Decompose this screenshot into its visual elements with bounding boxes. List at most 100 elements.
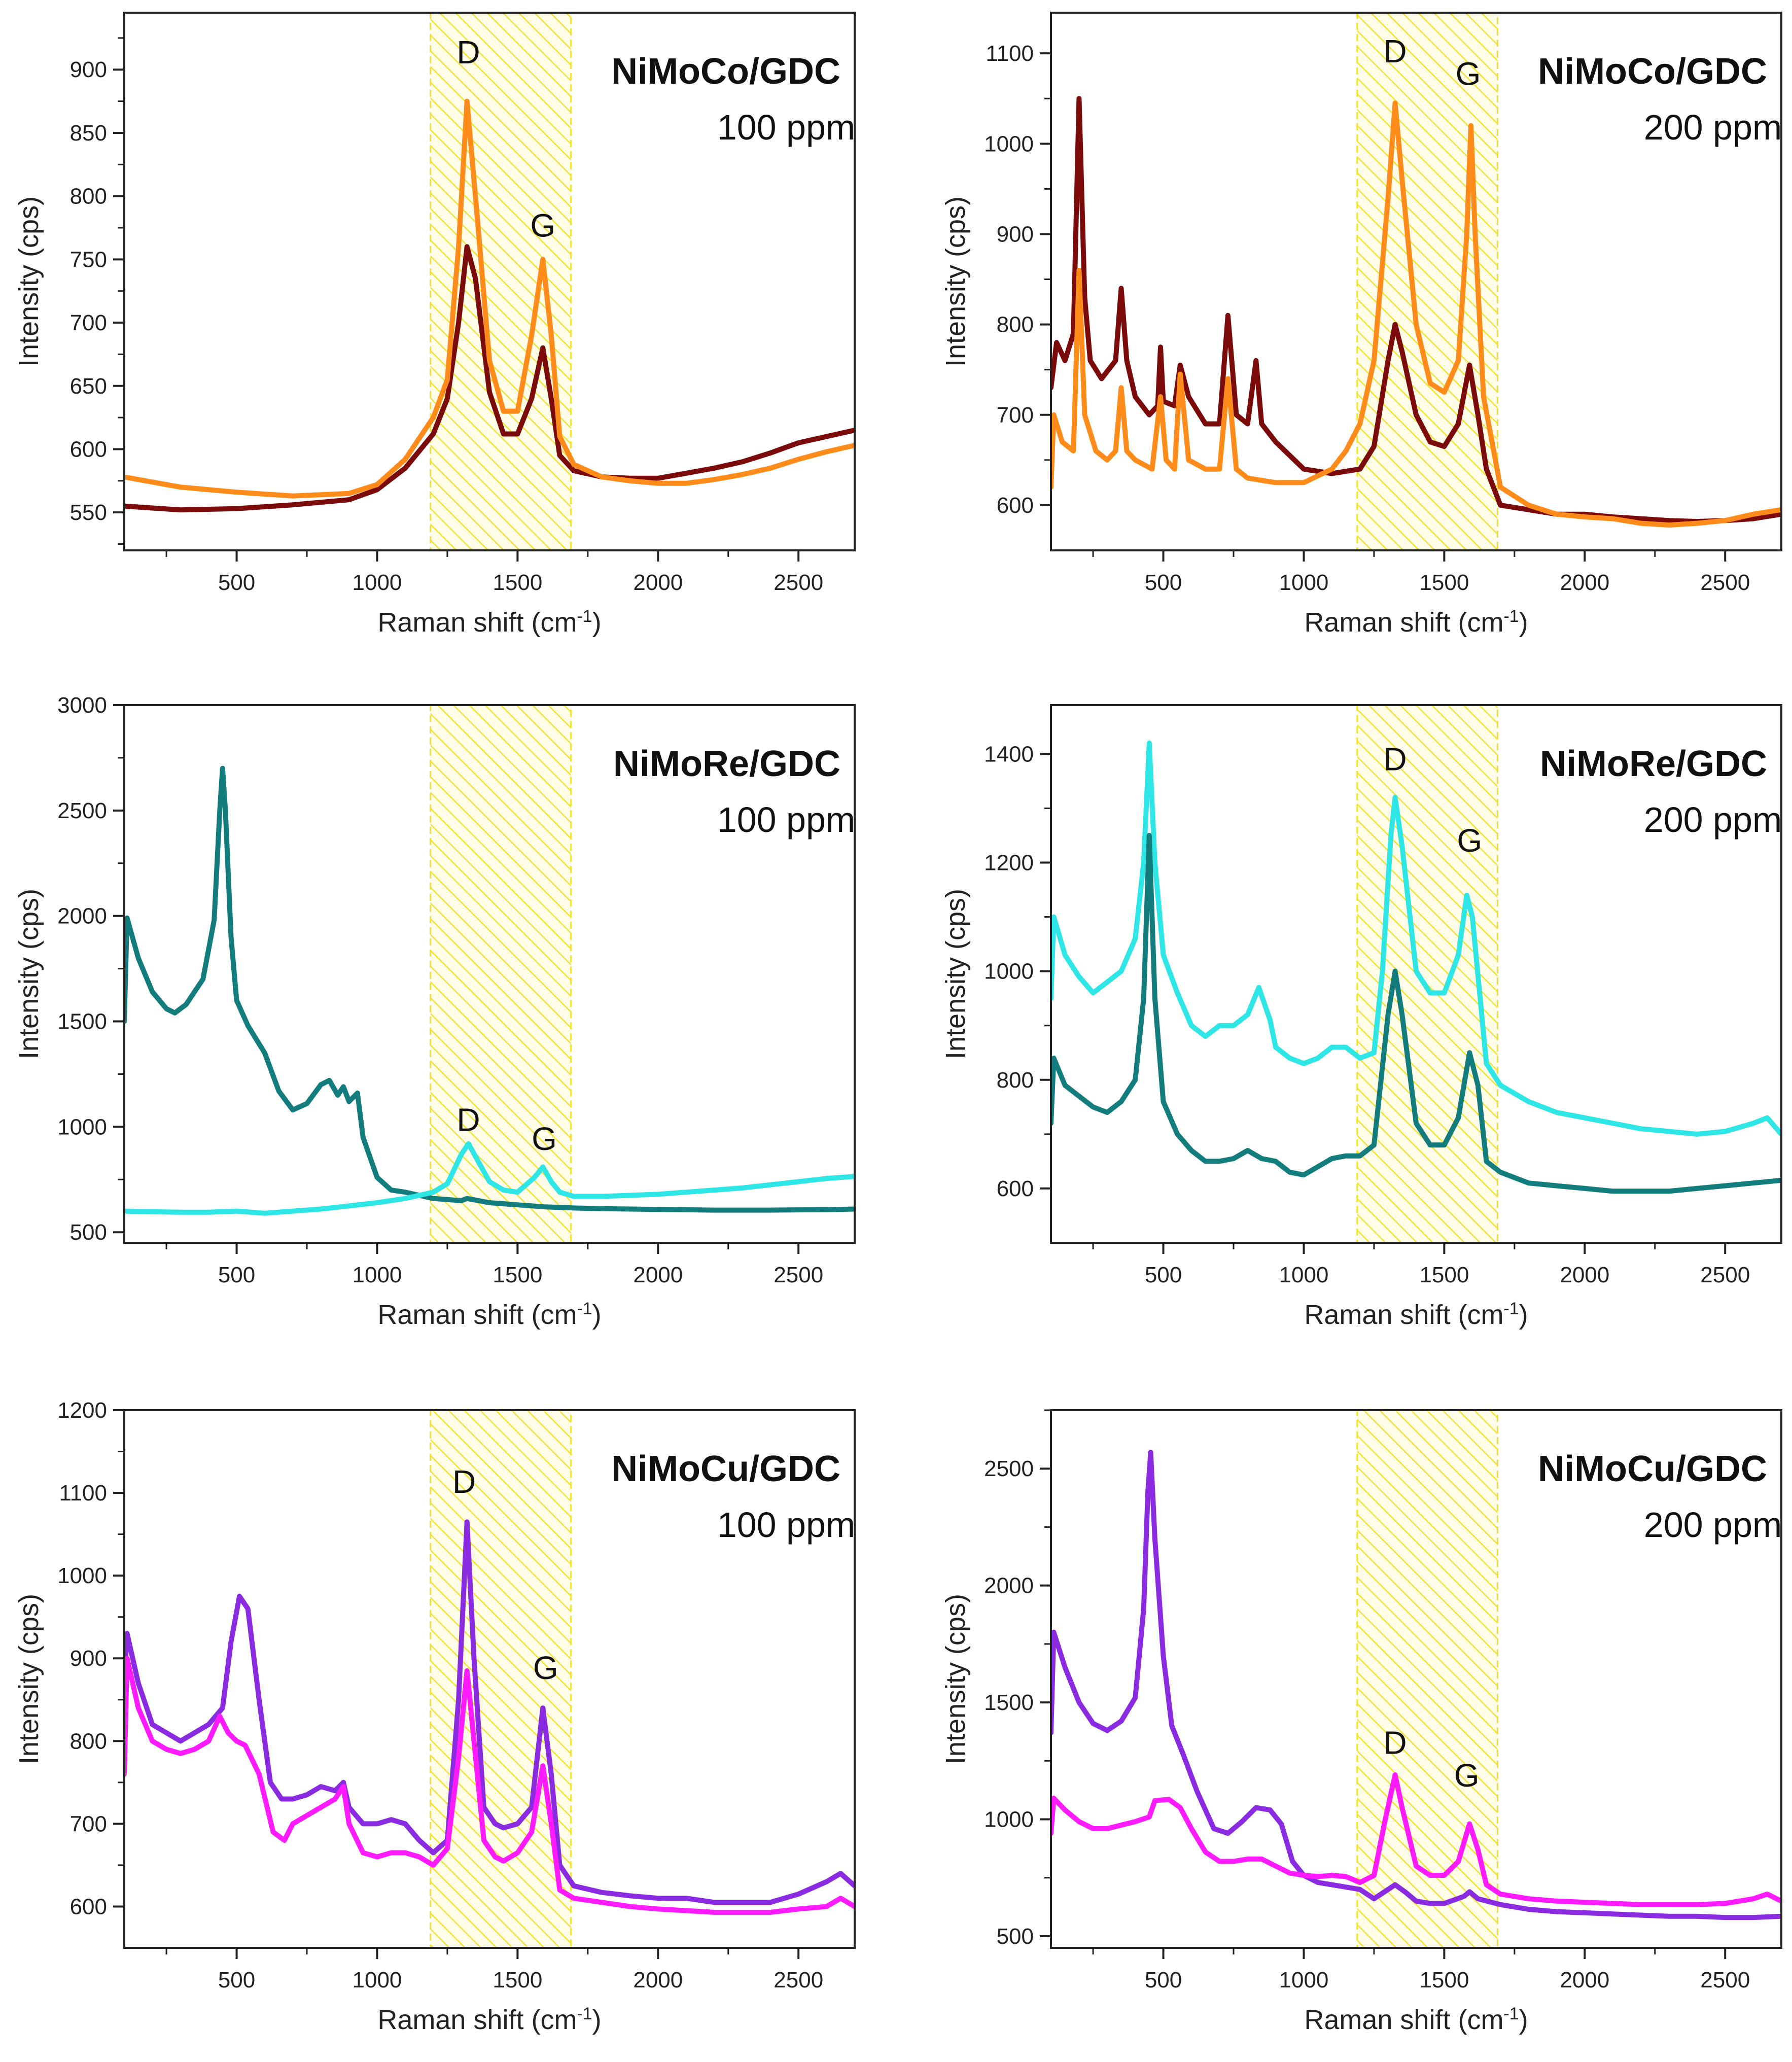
chart-panel-5: 500 1000 1500 2000 2500 600 700 800 900 1000 1100 1… [14,1398,856,2035]
sample-title: NiMoCu/GDC [1538,1449,1767,1489]
series-group [124,98,855,513]
x-tick-label: 2000 [1560,1968,1609,1993]
x-tick-label: 1000 [353,570,402,595]
series-line-cyan [1051,740,1781,1137]
plot-frame [123,12,856,551]
x-axis-title: Raman shift (cm-1) [1304,1299,1528,1330]
g-band-label: G [1454,1757,1480,1794]
series-line-magenta [124,1656,855,1915]
plot-frame [123,1409,856,1949]
x-tick-label: 2500 [774,570,823,595]
sample-concentration: 200 ppm [1644,108,1782,147]
x-axis-title-main: Raman shift (cm [1304,607,1503,638]
series-group [1051,740,1781,1194]
y-tick-label: 650 [70,374,107,399]
y-tick-label: 1100 [986,41,1034,66]
sample-concentration: 100 ppm [717,108,855,147]
chart-panel-6: 500 1000 1500 2000 2500 500 1000 1500 2000 2500 Ra… [940,1409,1782,2035]
y-tick-label: 500 [70,1220,107,1245]
x-axis-title-main: Raman shift (cm [377,1300,577,1330]
series-group [124,1519,855,1915]
sample-title: NiMoRe/GDC [613,744,840,784]
x-axis-title-end: ) [592,1300,602,1330]
y-tick-label: 1000 [984,131,1034,156]
x-tick-label: 2500 [774,1263,823,1287]
y-tick-label: 800 [997,1068,1034,1093]
y-axis-title: Intensity (cps) [940,196,971,367]
sample-concentration: 100 ppm [717,800,855,840]
plot-frame [1050,704,1782,1244]
y-tick-label: 550 [70,500,107,525]
series-group [1051,96,1781,528]
y-tick-label: 900 [70,57,107,82]
x-tick-label: 2500 [1700,570,1750,595]
y-tick-label: 2500 [57,798,107,823]
y-tick-label: 600 [70,1894,107,1919]
x-tick-label: 500 [1145,1263,1182,1287]
d-band-label: D [456,34,480,71]
y-tick-label: 750 [70,247,107,272]
y-tick-label: 3000 [57,693,107,718]
series-group [124,765,855,1216]
x-axis-title-main: Raman shift (cm [1304,2005,1503,2035]
sample-concentration: 200 ppm [1644,1505,1782,1545]
x-tick-label: 2500 [1700,1968,1750,1993]
plot-frame [123,704,856,1244]
x-axis-title-main: Raman shift (cm [377,2005,577,2035]
g-band-label: G [532,1121,557,1157]
y-tick-label: 2000 [984,1574,1034,1598]
x-tick-label: 1000 [1279,1968,1329,1993]
x-tick-label: 500 [218,1968,255,1993]
x-axis-title-end: ) [592,607,602,638]
x-tick-label: 2500 [774,1968,823,1993]
x-tick-label: 1500 [493,1263,542,1287]
x-tick-label: 1000 [1279,570,1329,595]
chart-panel-3: 500 1000 1500 2000 2500 500 1000 1500 2000 2500 30… [14,693,856,1330]
x-tick-label: 1500 [1419,1263,1469,1287]
x-axis-title-end: ) [1519,1300,1528,1330]
y-axis-title: Intensity (cps) [14,196,44,367]
sample-title: NiMoCu/GDC [611,1449,840,1489]
x-axis-title-sup: -1 [577,607,592,626]
series-line-purple [124,1519,855,1905]
x-tick-label: 2500 [1700,1263,1750,1287]
y-tick-label: 700 [997,403,1034,428]
x-axis-title-sup: -1 [577,2004,592,2023]
g-band-label: G [1456,56,1481,92]
y-tick-label: 900 [997,222,1034,247]
x-tick-label: 1500 [493,570,542,595]
y-tick-label: 700 [70,310,107,335]
d-band-label: D [456,1102,480,1138]
dg-band-region [430,704,572,1244]
series-group [1051,1450,1781,1920]
x-tick-label: 500 [1145,1968,1182,1993]
x-tick-label: 2000 [1560,570,1609,595]
x-tick-label: 1000 [353,1263,402,1287]
d-band-label: D [1383,1724,1407,1761]
x-tick-label: 1000 [1279,1263,1329,1287]
y-tick-label: 800 [70,1729,107,1754]
x-axis-title-end: ) [1519,607,1528,638]
g-band-label: G [533,1650,558,1686]
series-line-teal [1051,833,1781,1194]
x-tick-label: 500 [1145,570,1182,595]
chart-panel-2: 500 1000 1500 2000 2500 600 700 800 900 1000 1100 R… [940,12,1782,638]
y-tick-label: 1000 [984,959,1034,984]
chart-panel-1: 500 1000 1500 2000 2500 550 600 650 700 750 800 850… [14,12,856,638]
x-axis-title: Raman shift (cm-1) [377,2004,601,2035]
series-line-purple [1051,1450,1781,1920]
y-tick-label: 850 [70,121,107,146]
x-tick-label: 2000 [633,1263,683,1287]
sample-concentration: 200 ppm [1644,800,1782,840]
y-axis-title: Intensity (cps) [14,1594,44,1764]
dg-band-region [430,12,572,551]
y-tick-label: 800 [997,312,1034,337]
series-line-orange [124,98,855,499]
y-tick-label: 1000 [984,1807,1034,1832]
x-axis-title-sup: -1 [1503,1299,1519,1318]
x-axis-title-sup: -1 [1503,607,1519,626]
x-tick-label: 2000 [1560,1263,1609,1287]
y-tick-label: 600 [997,493,1034,518]
y-tick-label: 500 [997,1924,1034,1949]
